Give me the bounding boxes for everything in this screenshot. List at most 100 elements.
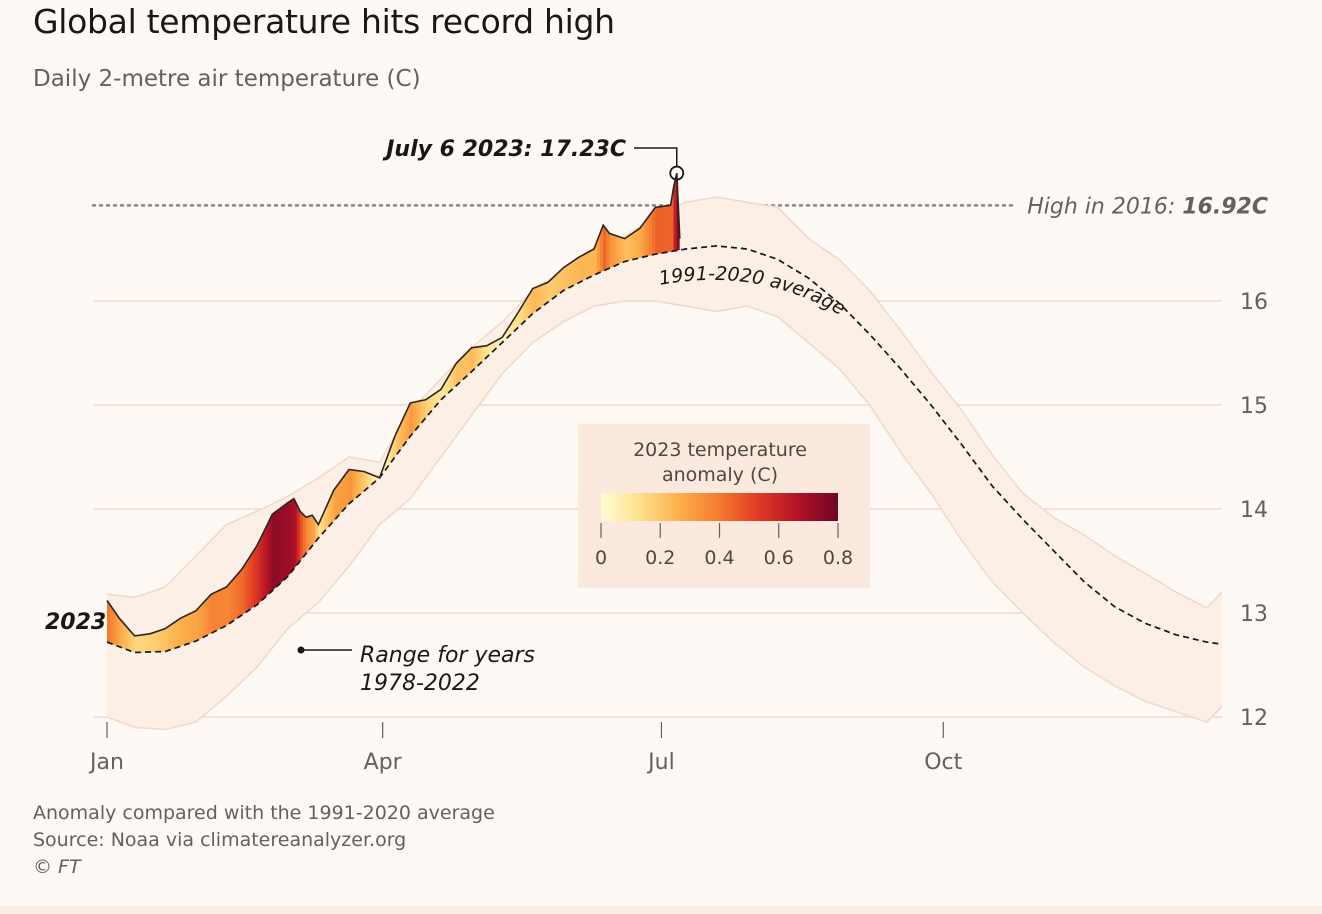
anomaly-strip (557, 173, 561, 653)
anomaly-strip (566, 173, 570, 653)
anomaly-strip (529, 173, 534, 653)
anomaly-strip (520, 173, 524, 653)
anomaly-strip (364, 173, 368, 653)
anomaly-strip (550, 173, 555, 653)
legend-tick-label: 0.8 (823, 547, 853, 569)
x-tick-label: Oct (924, 750, 962, 775)
anomaly-strip (416, 173, 420, 653)
anomaly-strip (324, 173, 328, 653)
y-tick-label: 15 (1240, 394, 1268, 419)
legend-title-line1: 2023 temperature (633, 439, 807, 461)
axis-layer: 12 13 14 15 16 Jan Apr Jul Oct (88, 290, 1268, 775)
anomaly-strip (410, 173, 414, 653)
anomaly-strip (495, 173, 500, 653)
range-label-line1: Range for years (360, 643, 535, 668)
anomaly-strip (462, 173, 466, 653)
legend-ticks: 0 0.2 0.4 0.6 0.8 (595, 523, 853, 569)
anomaly-strip (330, 173, 335, 653)
anomaly-strip (348, 173, 353, 653)
anomaly-strip (361, 173, 365, 653)
anomaly-strip (293, 173, 298, 653)
anomaly-strip (489, 173, 494, 653)
chart-title: Global temperature hits record high (33, 2, 615, 41)
footer-source: Source: Noaa via climatereanalyzer.org (33, 829, 407, 851)
anomaly-strip (382, 173, 387, 653)
anomaly-strip (312, 173, 316, 653)
anomaly-strip (321, 173, 325, 653)
record-2016-label: High in 2016: 16.92C (1027, 194, 1268, 219)
anomaly-strip (486, 173, 491, 653)
anomaly-strip (511, 173, 515, 653)
legend-tick-label: 0.6 (764, 547, 794, 569)
anomaly-legend: 2023 temperature anomaly (C) 0 0.2 0.4 0.6 0… (578, 424, 870, 588)
anomaly-strip (541, 173, 546, 653)
anomaly-strip (357, 173, 362, 653)
anomaly-strip (523, 173, 528, 653)
anomaly-strip (345, 173, 350, 653)
range-min-line (106, 300, 1223, 731)
x-tick-label: Jan (88, 750, 124, 775)
legend-title-line2: anomaly (C) (662, 464, 778, 486)
anomaly-strip (508, 173, 512, 653)
anomaly-strip (315, 173, 319, 653)
peak-leader-line (634, 147, 678, 167)
anomaly-strip (471, 173, 475, 653)
anomaly-strip (554, 173, 558, 653)
chart-subtitle: Daily 2-metre air temperature (C) (33, 66, 421, 92)
anomaly-strip (376, 173, 381, 653)
anomaly-strip (342, 173, 347, 653)
peak-label: July 6 2023: 17.23C (382, 137, 626, 162)
anomaly-strip (501, 173, 506, 653)
anomaly-strip (413, 173, 417, 653)
anomaly-strip (422, 173, 426, 653)
anomaly-strip (572, 173, 577, 653)
anomaly-strip (379, 173, 384, 653)
x-tick-label: Jul (646, 750, 675, 775)
series-line-layer (106, 172, 1223, 654)
anomaly-strip (305, 173, 310, 653)
bottom-band (0, 906, 1322, 914)
anomaly-strip (425, 173, 430, 653)
anomaly-strip (336, 173, 341, 653)
anomaly-strip (480, 173, 485, 653)
anomaly-strip (505, 173, 509, 653)
anomaly-strip (492, 173, 497, 653)
y-tick-label: 13 (1240, 602, 1268, 627)
anomaly-strip (538, 173, 543, 653)
legend-tick-label: 0 (595, 547, 607, 569)
series-2023-label: 2023 (45, 610, 106, 635)
anomaly-strip (388, 173, 393, 653)
anomaly-strip (456, 173, 460, 653)
anomaly-strip (284, 173, 289, 653)
anomaly-strip (465, 173, 469, 653)
anomaly-strip (370, 173, 374, 653)
anomaly-strip (419, 173, 423, 653)
x-tick-label: Apr (364, 750, 403, 775)
anomaly-strip (517, 173, 521, 653)
series-2023-line (106, 172, 681, 637)
anomaly-strip (563, 173, 567, 653)
anomaly-strip (547, 173, 552, 653)
anomaly-strip (318, 173, 322, 653)
footer-note: Anomaly compared with the 1991-2020 aver… (33, 802, 495, 824)
anomaly-strip (354, 173, 359, 653)
anomaly-strip (468, 173, 472, 653)
anomaly-strip (327, 173, 332, 653)
anomaly-strip (339, 173, 344, 653)
legend-tick-label: 0.2 (645, 547, 675, 569)
anomaly-strip (333, 173, 338, 653)
anomaly-strip (351, 173, 356, 653)
anomaly-strip (498, 173, 503, 653)
anomaly-strip (459, 173, 463, 653)
anomaly-strip (535, 173, 540, 653)
legend-color-bar (601, 493, 838, 521)
y-tick-label: 14 (1240, 498, 1268, 523)
anomaly-strip (526, 173, 531, 653)
anomaly-strip (385, 173, 390, 653)
peak-marker (669, 165, 685, 181)
anomaly-strip (544, 173, 549, 653)
record-2016-label-text: High in 2016: (1027, 194, 1182, 219)
anomaly-strip (290, 173, 295, 653)
average-line (106, 245, 1223, 654)
